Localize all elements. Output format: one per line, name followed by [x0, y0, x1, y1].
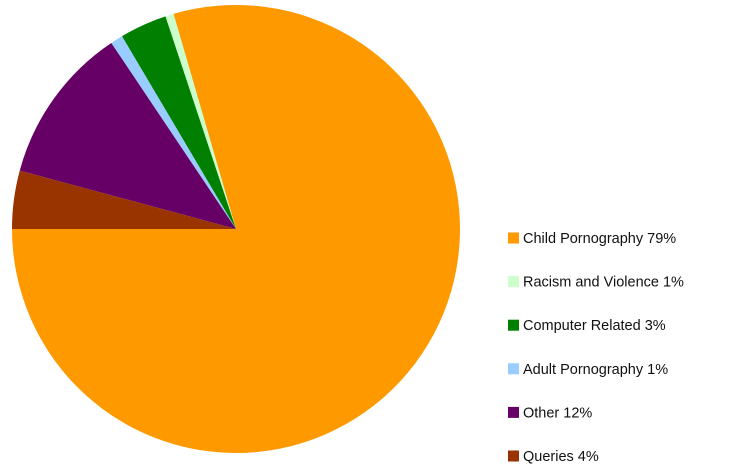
legend-swatch	[508, 406, 519, 418]
pie-slice-0	[12, 4, 460, 453]
legend-item: Racism and Violence 1%	[508, 275, 684, 291]
legend-label: Racism and Violence 1%	[523, 275, 684, 291]
pie-slice-1	[165, 13, 236, 230]
legend-label: Queries 4%	[523, 449, 599, 465]
legend-swatch	[508, 319, 519, 331]
legend-label: Computer Related 3%	[523, 318, 666, 334]
pie-slice-4	[19, 42, 236, 230]
legend-label: Adult Pornography 1%	[523, 362, 668, 378]
legend-item: Other 12%	[508, 405, 592, 421]
legend-swatch	[508, 232, 519, 244]
legend-swatch	[508, 450, 519, 462]
legend-item: Adult Pornography 1%	[508, 362, 668, 378]
legend-item: Child Pornography 79%	[508, 231, 676, 247]
pie-slice-2	[121, 16, 236, 230]
legend-label: Child Pornography 79%	[523, 231, 676, 247]
pie-slices	[11, 4, 460, 453]
legend: Child Pornography 79% Racism and Violence…	[508, 231, 684, 465]
legend-swatch	[508, 363, 519, 375]
legend-swatch	[508, 276, 519, 288]
legend-item: Computer Related 3%	[508, 318, 666, 334]
pie-slice-3	[111, 36, 236, 229]
legend-item: Queries 4%	[508, 449, 599, 465]
legend-label: Other 12%	[523, 405, 592, 421]
pie-slice-5	[11, 170, 236, 229]
